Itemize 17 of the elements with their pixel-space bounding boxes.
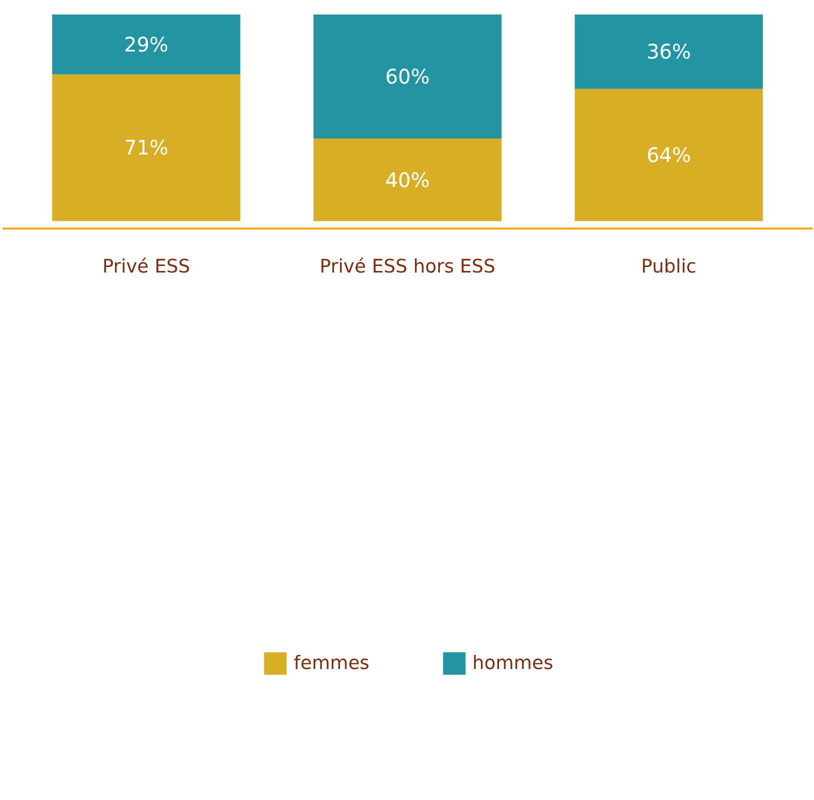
data-label: 60%: [385, 64, 430, 88]
bar: [52, 14, 240, 74]
bar: [574, 14, 763, 89]
legend-label: hommes: [472, 652, 554, 674]
legend-label: femmes: [294, 652, 370, 674]
x-tick-label: Privé ESS: [102, 256, 190, 278]
x-tick-label: Privé ESS hors ESS: [320, 256, 496, 278]
bar: [313, 14, 502, 138]
bar: [52, 74, 240, 222]
data-label: 36%: [646, 40, 692, 64]
bar: [574, 88, 763, 222]
data-label: 64%: [646, 142, 692, 167]
x-tick-label: Public: [641, 256, 696, 278]
data-label: 29%: [124, 32, 168, 56]
data-label: 40%: [385, 168, 430, 192]
data-label: 71%: [124, 136, 168, 160]
bar: [313, 138, 502, 222]
